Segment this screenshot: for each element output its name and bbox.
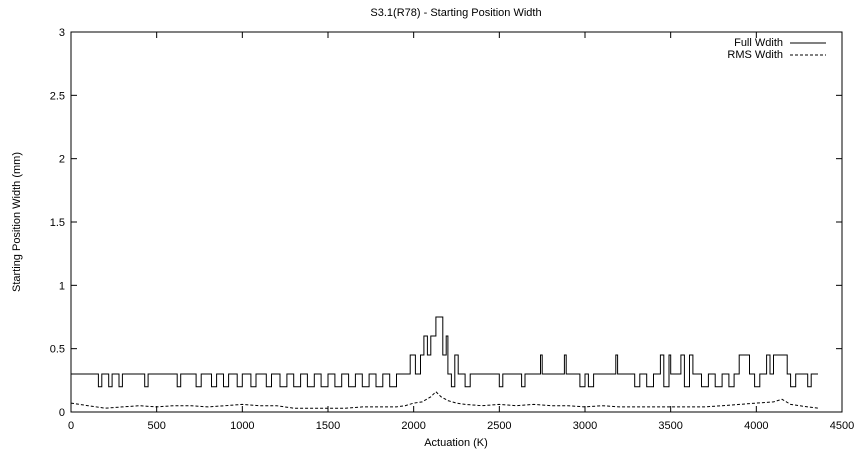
series-line-rms-width (70, 390, 819, 409)
y-axis-label: Starting Position Width (mm) (11, 152, 23, 292)
y-tick-label: 3 (59, 27, 65, 39)
chart-title: S3.1(R78) - Starting Position Width (370, 7, 541, 19)
y-tick-label: 0.5 (50, 344, 65, 356)
x-tick-label: 1500 (316, 420, 340, 432)
y-axis: 0 0.5 1 1.5 2 2.5 3 (50, 27, 842, 419)
x-tick-label: 4000 (744, 420, 768, 432)
x-axis-label: Actuation (K) (424, 437, 488, 449)
legend-label-full-width: Full Wdith (734, 37, 783, 49)
x-tick-label: 4500 (830, 420, 854, 432)
y-tick-label: 2 (59, 154, 65, 166)
x-tick-label: 2000 (401, 420, 425, 432)
y-tick-label: 1 (59, 280, 65, 292)
y-tick-label: 0 (59, 407, 65, 419)
x-tick-label: 2500 (487, 420, 511, 432)
legend-label-rms-width: RMS Wdith (727, 49, 783, 61)
x-tick-label: 1000 (230, 420, 254, 432)
x-tick-label: 500 (147, 420, 165, 432)
legend: Full Wdith RMS Wdith (727, 37, 826, 61)
x-tick-label: 3500 (658, 420, 682, 432)
x-axis: 0 500 1000 1500 2000 2500 3000 3500 4000 4500 (68, 32, 854, 432)
x-tick-label: 0 (68, 420, 74, 432)
series-line-full-width (71, 316, 818, 388)
y-tick-label: 1.5 (50, 217, 65, 229)
plot-marks (70, 316, 819, 409)
y-tick-label: 2.5 (50, 90, 65, 102)
x-tick-label: 3000 (573, 420, 597, 432)
